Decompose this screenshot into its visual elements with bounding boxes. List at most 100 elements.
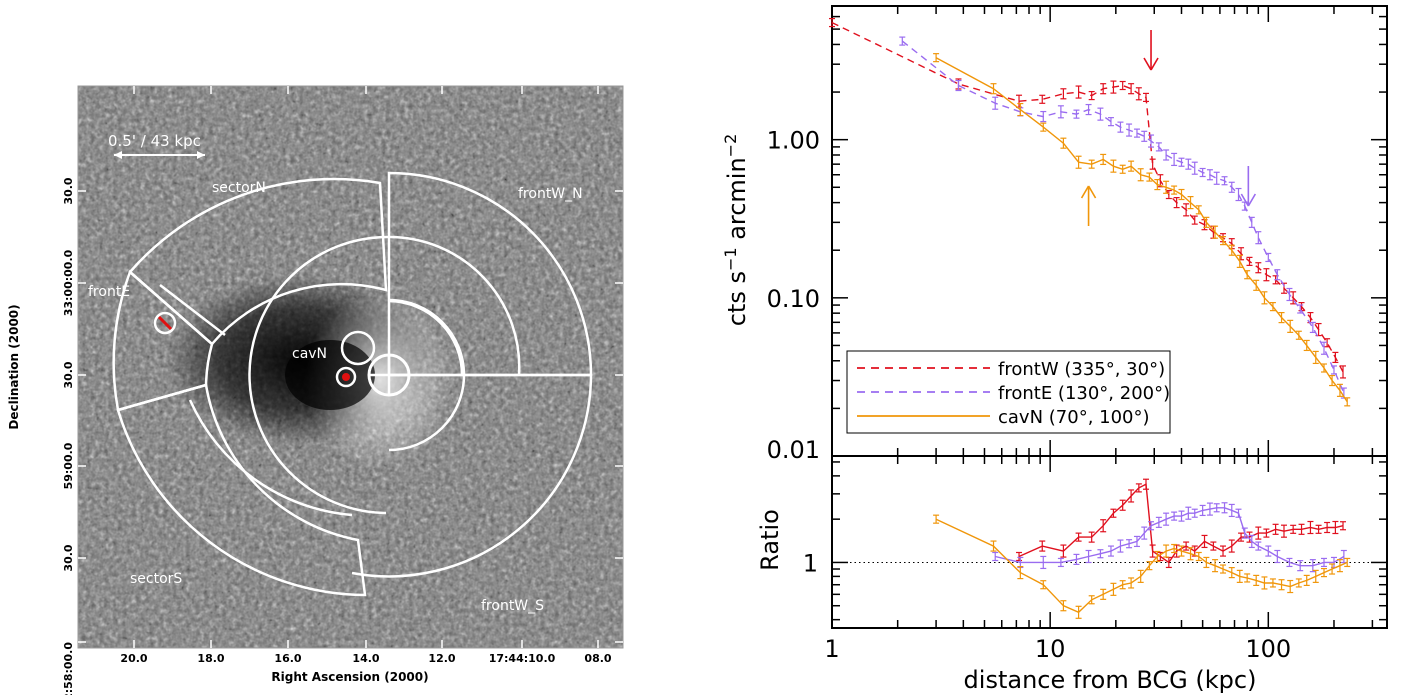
profile-fronte-point bbox=[1148, 134, 1155, 148]
profile-cavn-point bbox=[1320, 363, 1327, 373]
ra-tick-0: 20.0 bbox=[120, 652, 147, 665]
ratio-frontw-point bbox=[1149, 544, 1156, 558]
ratio-frontw-point bbox=[1263, 528, 1270, 538]
profile-fronte-point bbox=[1255, 231, 1262, 245]
ratio-frontw-point bbox=[1272, 523, 1279, 535]
region-fronte bbox=[112, 269, 214, 412]
label-frontw-s: frontW_S bbox=[481, 598, 544, 614]
ratio-cavn-point bbox=[1146, 561, 1153, 571]
ra-tick-6: 08.0 bbox=[584, 652, 611, 665]
core-bright-region bbox=[305, 290, 455, 470]
ratio-cavn-point bbox=[1336, 559, 1343, 573]
profile-fronte-point bbox=[1286, 287, 1293, 302]
ratio-frontw-point bbox=[1060, 544, 1067, 558]
label-sectorn: sectorN bbox=[212, 180, 266, 196]
profile-fronte-point bbox=[1213, 171, 1220, 185]
ratio-frontw-point bbox=[1280, 524, 1287, 538]
ratio-frontw-point bbox=[1201, 534, 1208, 549]
ratio-fronte-point bbox=[1117, 539, 1124, 553]
profile-fronte-point bbox=[1228, 181, 1235, 193]
image-ticks bbox=[78, 86, 623, 648]
dec-tick-0: 30.0 bbox=[62, 177, 75, 204]
profile-fronte-point bbox=[1141, 130, 1148, 142]
ratio-fronte-point bbox=[1163, 512, 1170, 526]
profile-frontw-point bbox=[1165, 189, 1172, 200]
profile-cavn-point bbox=[1212, 225, 1219, 239]
ratio-frontw-point bbox=[1340, 521, 1347, 531]
profile-frontw-point bbox=[1183, 203, 1190, 217]
profile-cavn-point bbox=[1253, 279, 1260, 291]
ratio-frontw-point bbox=[1039, 540, 1046, 552]
profile-fronte-line bbox=[901, 40, 1345, 394]
profile-fronte-point bbox=[1107, 117, 1114, 127]
ratio-fronte-point bbox=[1248, 534, 1255, 549]
ratio-cavn-point bbox=[1137, 569, 1144, 583]
profile-frontw-point bbox=[1119, 80, 1126, 91]
dec-tick-5: 32:58:00.0 bbox=[62, 642, 75, 695]
profile-series bbox=[829, 17, 1351, 407]
profile-frontw-point bbox=[1110, 80, 1117, 94]
profile-fronte-point bbox=[1040, 110, 1047, 123]
profile-frontw-point bbox=[1290, 291, 1297, 305]
profile-fronte-point bbox=[1126, 123, 1133, 137]
dec-tick-1: 33:00:00.0 bbox=[62, 249, 75, 316]
profile-cavn-point bbox=[1295, 330, 1302, 340]
ratio-fronte-point bbox=[1255, 541, 1262, 551]
ratio-fronte-point bbox=[1221, 502, 1228, 514]
ratio-frontw-point bbox=[1210, 541, 1217, 551]
ratio-frontw-point bbox=[1332, 520, 1339, 535]
profile-fronte-point bbox=[1085, 103, 1092, 116]
profile-ticks bbox=[831, 5, 1387, 457]
ra-tick-1: 18.0 bbox=[197, 652, 224, 665]
xtick-100: 100 bbox=[1245, 635, 1291, 663]
profile-fronte-point bbox=[1178, 157, 1185, 167]
ratio-frontw-point bbox=[1075, 532, 1082, 542]
ratio-frontw-point bbox=[1183, 541, 1190, 551]
ratio-cavn-point bbox=[1060, 600, 1067, 612]
ratio-fronte-point bbox=[1040, 555, 1047, 570]
profile-ytick-1: 0.10 bbox=[767, 285, 820, 313]
profile-cavn-point bbox=[933, 53, 940, 63]
profile-frontw-point bbox=[1246, 256, 1253, 266]
profile-cavn-point bbox=[1344, 397, 1351, 407]
profile-fronte-point bbox=[1199, 167, 1206, 178]
profile-fronte-point bbox=[1235, 187, 1242, 202]
ratio-frontw-point bbox=[1290, 524, 1297, 534]
profile-fronte-point bbox=[1117, 121, 1124, 133]
region-sectorn bbox=[128, 177, 388, 346]
ratio-fronte-point bbox=[1057, 557, 1064, 568]
ratio-fronte-point bbox=[1133, 535, 1140, 548]
xtick-10: 10 bbox=[1035, 635, 1066, 663]
ratio-cavn-point bbox=[1344, 557, 1351, 568]
ratio-cavn-point bbox=[933, 514, 940, 524]
profile-fronte-point bbox=[1206, 169, 1213, 181]
profile-cavn-point bbox=[1195, 205, 1202, 215]
profile-frontw-line bbox=[831, 21, 1344, 373]
profile-frontw-point bbox=[1135, 87, 1142, 101]
ratio-fronte-point bbox=[1126, 539, 1133, 549]
profile-ytick-2: 0.01 bbox=[767, 436, 820, 464]
region-frontw-s bbox=[351, 373, 593, 578]
ratio-cavn-point bbox=[1253, 574, 1260, 587]
ratio-fronte-point bbox=[1228, 503, 1235, 518]
profile-fronte-point bbox=[1274, 269, 1281, 281]
ratio-fronte-point bbox=[1171, 511, 1178, 521]
ratio-cavn-point bbox=[1244, 573, 1251, 583]
ratio-cavn-line bbox=[935, 518, 1348, 614]
ratio-ytick-1: 1 bbox=[803, 549, 818, 577]
ratio-fronte-point bbox=[1286, 557, 1293, 568]
ratio-fronte-point bbox=[1241, 527, 1248, 539]
ratio-frontw-point bbox=[1307, 520, 1314, 535]
ratio-cavn-point bbox=[1329, 563, 1336, 575]
profile-cavn-point bbox=[1163, 180, 1170, 194]
ratio-cavn-point bbox=[1100, 588, 1107, 600]
ratio-cavn-point bbox=[1187, 547, 1194, 561]
ra-tick-5: 17:44:10.0 bbox=[489, 652, 556, 665]
dec-tick-2: 30.0 bbox=[62, 361, 75, 388]
profile-cavn-point bbox=[1154, 178, 1161, 191]
profile-frontw-point bbox=[1191, 215, 1198, 225]
profile-fronte-point bbox=[1221, 176, 1228, 186]
profile-cavn-point bbox=[1178, 188, 1185, 201]
ratio-fronte-point bbox=[1213, 503, 1220, 513]
